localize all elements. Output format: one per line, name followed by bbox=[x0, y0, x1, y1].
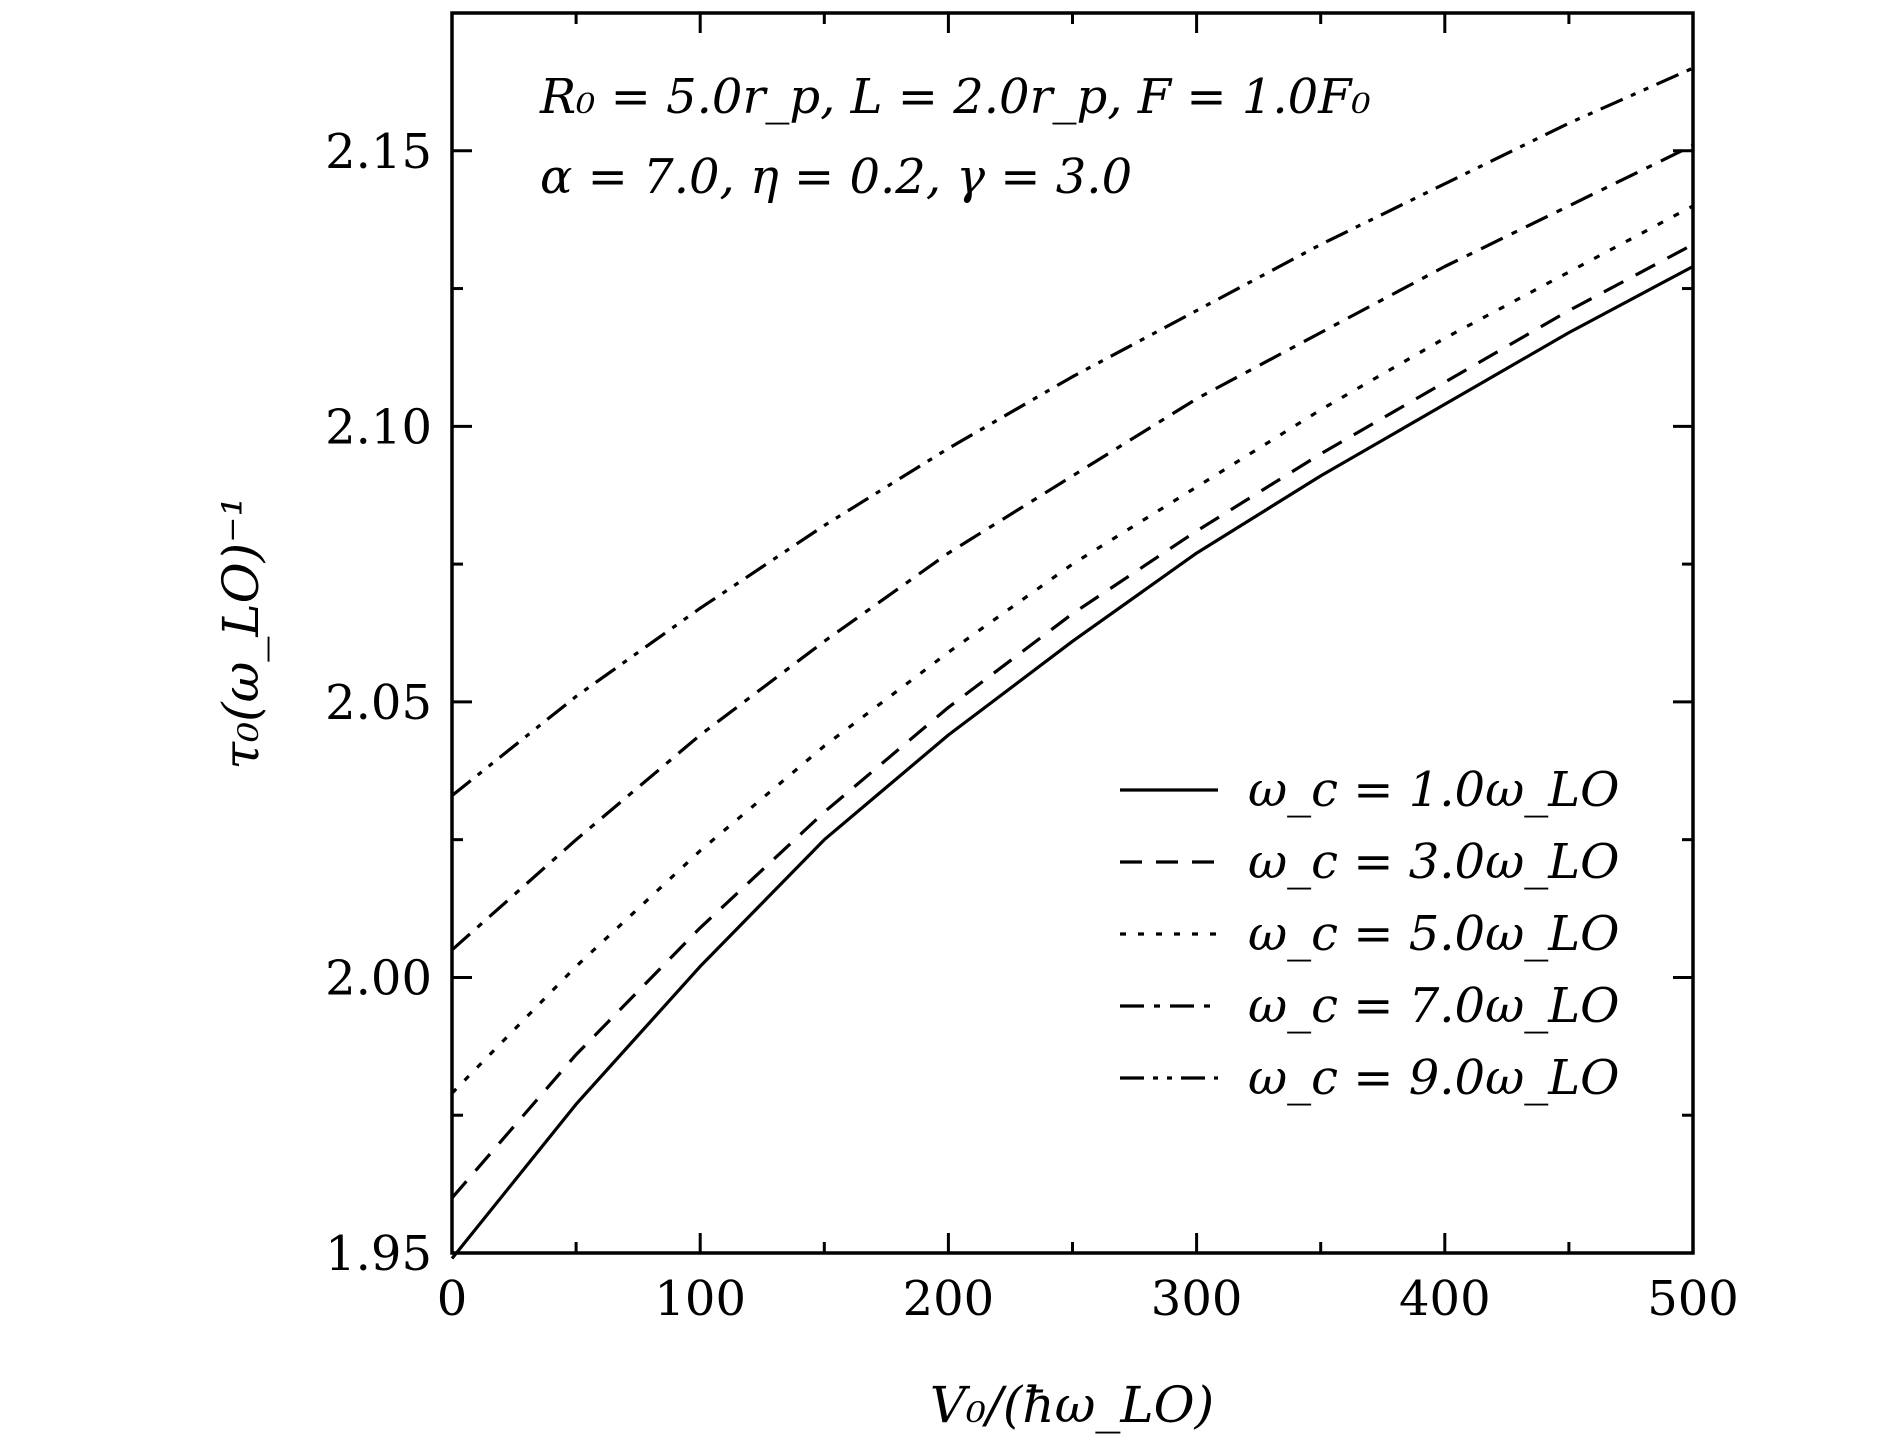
y-tick-label: 2.10 bbox=[325, 399, 432, 455]
y-tick-label: 1.95 bbox=[325, 1226, 432, 1282]
series-line-2 bbox=[450, 243, 1694, 1199]
x-tick-label: 200 bbox=[903, 1271, 995, 1327]
legend: ω_c = 1.0ω_LO ω_c = 3.0ω_LO ω_c = 5.0ω_LO ω… bbox=[1120, 762, 1619, 1106]
x-tick-label: 500 bbox=[1647, 1271, 1739, 1327]
series-line-5 bbox=[451, 66, 1694, 797]
x-tick-label: 0 bbox=[437, 1271, 468, 1327]
legend-label: ω_c = 5.0ω_LO bbox=[1248, 906, 1619, 962]
legend-label: ω_c = 3.0ω_LO bbox=[1248, 834, 1619, 890]
series-line-3 bbox=[450, 204, 1694, 1095]
series-line-1 bbox=[450, 265, 1694, 1260]
y-tick-label: 2.00 bbox=[325, 950, 432, 1006]
y-axis-label: τ₀(ω_LO)⁻¹ bbox=[212, 496, 270, 769]
legend-label: ω_c = 7.0ω_LO bbox=[1248, 978, 1619, 1034]
y-tick-label: 2.15 bbox=[325, 124, 432, 180]
x-tick-label: 300 bbox=[1151, 1271, 1243, 1327]
x-axis-label: V₀/(ħω_LO) bbox=[930, 1376, 1214, 1434]
annotation-line-2: α = 7.0, η = 0.2, γ = 3.0 bbox=[540, 149, 1132, 205]
series-layer bbox=[450, 66, 1694, 1260]
ticklabels-layer: 0 100 200 300 400 500 1.95 2.00 2.05 2.10 2.15 bbox=[325, 124, 1739, 1327]
ticks-layer bbox=[450, 11, 1695, 1255]
annotation-line-1: R₀ = 5.0r_p, L = 2.0r_p, F = 1.0F₀ bbox=[539, 69, 1371, 125]
x-tick-label: 400 bbox=[1399, 1271, 1491, 1327]
series-line-4 bbox=[450, 143, 1694, 952]
legend-label: ω_c = 9.0ω_LO bbox=[1248, 1050, 1619, 1106]
legend-label: ω_c = 1.0ω_LO bbox=[1248, 762, 1619, 818]
x-tick-label: 100 bbox=[654, 1271, 746, 1327]
y-tick-label: 2.05 bbox=[325, 675, 432, 731]
